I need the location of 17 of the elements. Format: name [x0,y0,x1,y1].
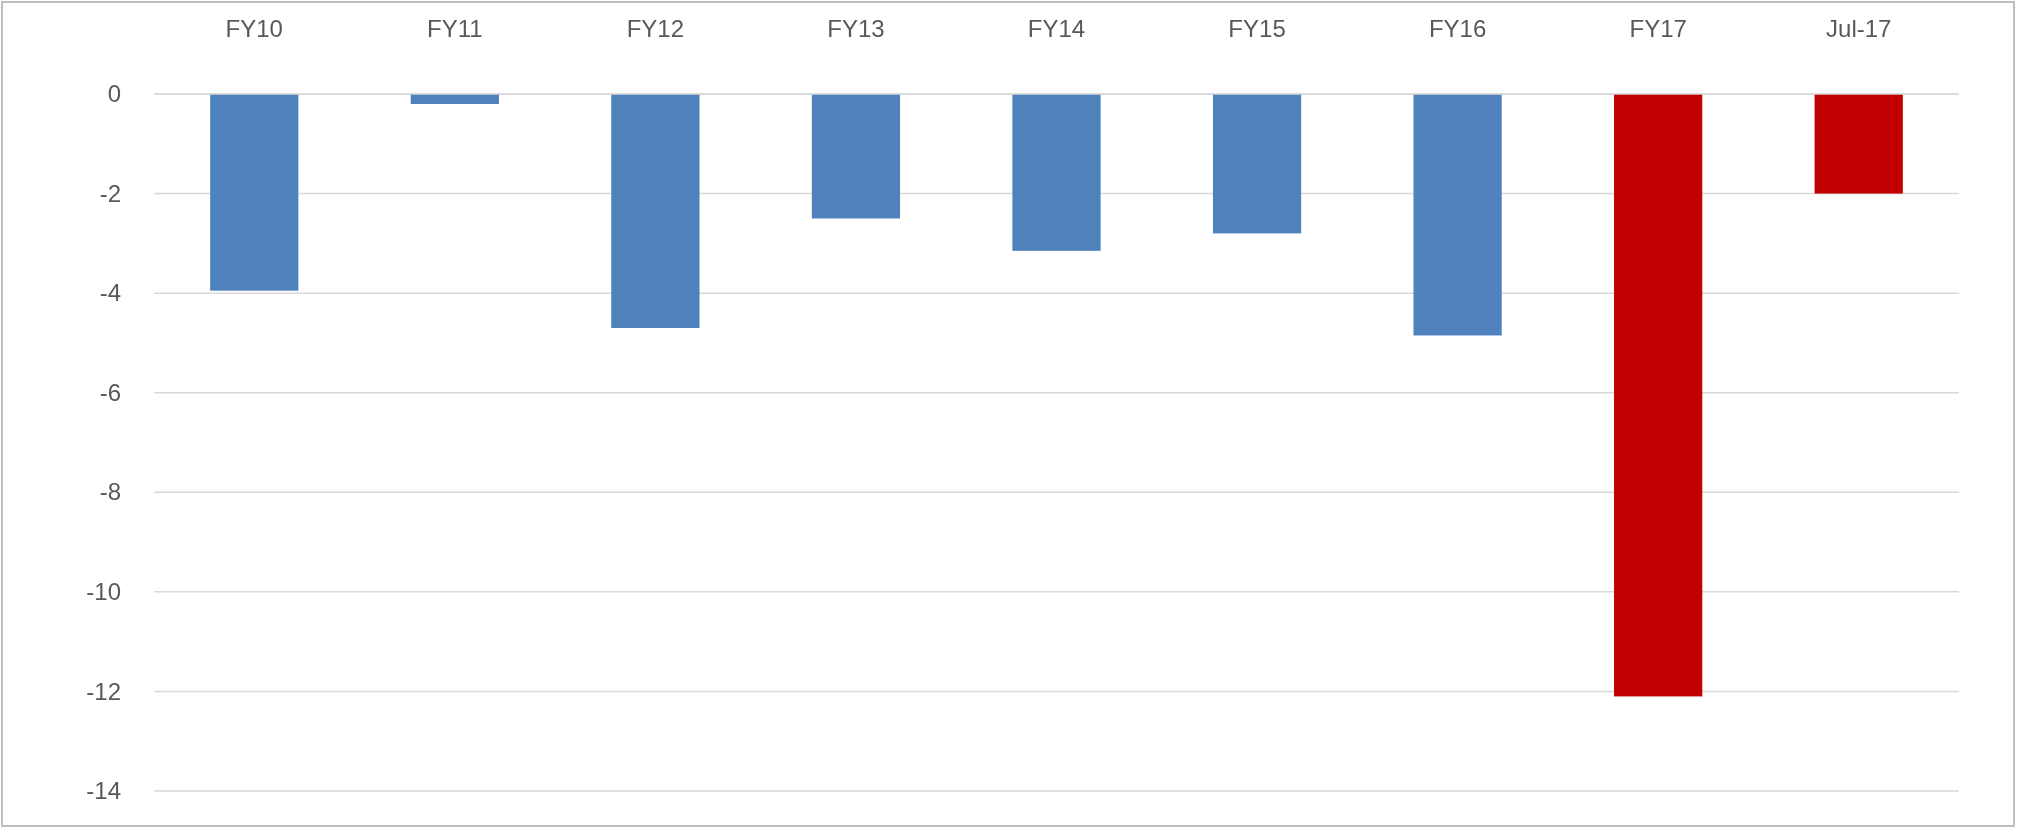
y-tick-label: -12 [86,677,121,705]
x-tick-label: FY15 [1228,15,1286,42]
y-tick-label: 0 [107,80,121,108]
x-tick-label: FY10 [225,15,283,42]
y-tick-label: -2 [99,179,121,207]
y-tick-label: -10 [86,578,121,606]
y-tick-label: -6 [99,378,121,406]
y-tick-label: -8 [99,478,121,506]
x-tick-label: FY12 [626,15,685,42]
x-tick-label: FY14 [1027,15,1086,42]
x-tick-label: FY17 [1629,15,1687,42]
x-tick-label: FY13 [827,15,885,42]
y-tick-label: -4 [99,279,121,307]
x-tick-label: Jul-17 [1826,15,1892,42]
x-tick-label: FY11 [427,15,483,42]
x-tick-label: FY16 [1428,15,1487,42]
y-tick-label: -14 [86,777,121,805]
